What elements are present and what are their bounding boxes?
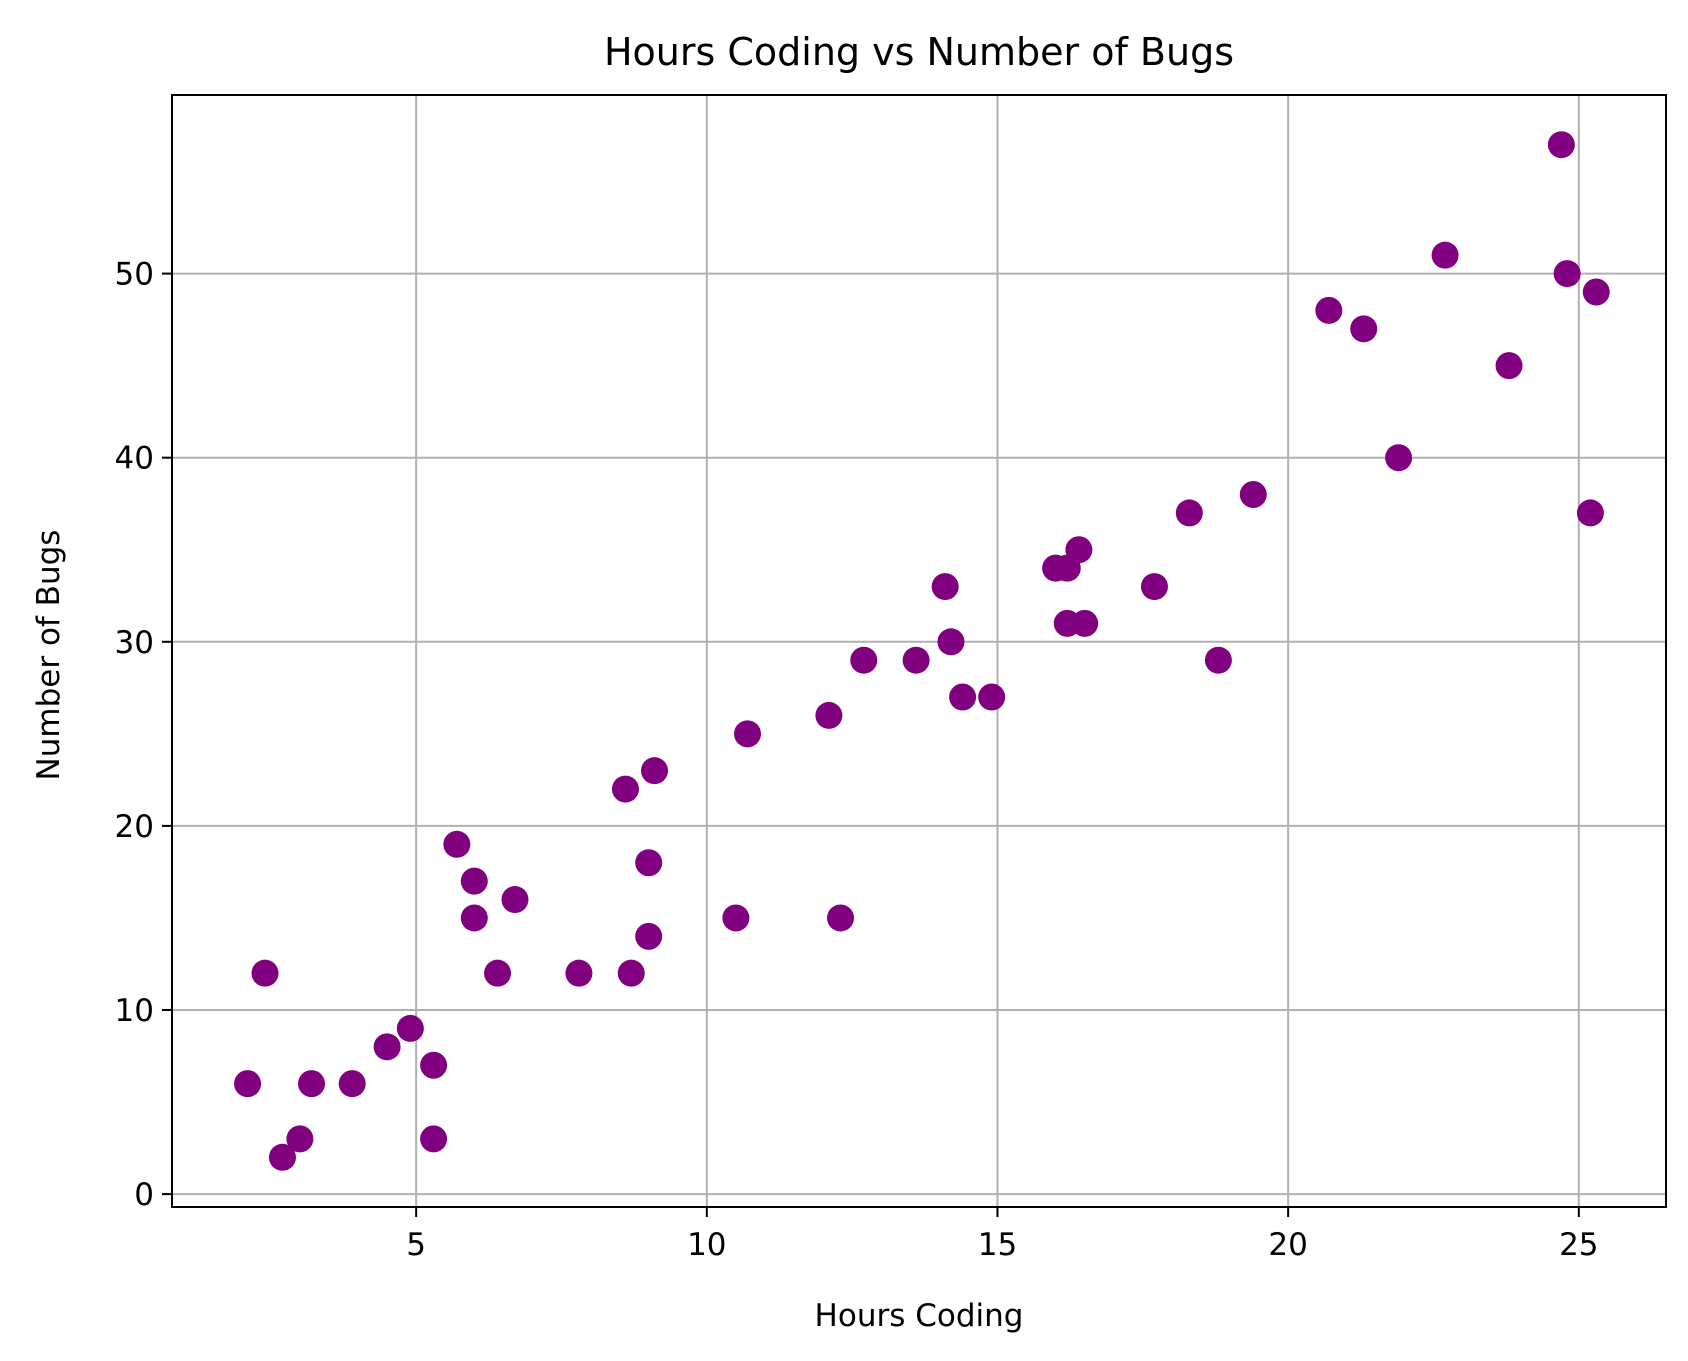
data-point [298, 1070, 326, 1098]
data-point [443, 830, 471, 858]
data-points [234, 131, 1610, 1171]
data-point [611, 775, 639, 803]
data-point [1315, 296, 1343, 324]
x-tick-label: 5 [406, 1227, 426, 1263]
data-point [1547, 131, 1575, 159]
data-point [1495, 352, 1523, 380]
data-point [420, 1125, 448, 1153]
data-point [734, 720, 762, 748]
data-point [268, 1143, 296, 1171]
data-point [902, 646, 930, 674]
data-point [373, 1033, 401, 1061]
data-point [937, 628, 965, 656]
x-tick-label: 25 [1559, 1227, 1598, 1263]
data-point [1385, 444, 1413, 472]
plot-frame [171, 94, 1667, 1208]
data-point [338, 1070, 366, 1098]
data-point [234, 1070, 262, 1098]
data-point [1350, 315, 1378, 343]
data-point [1204, 646, 1232, 674]
data-point [635, 922, 663, 950]
data-point [251, 959, 279, 987]
data-point [1071, 609, 1099, 637]
data-point [635, 849, 663, 877]
data-point [978, 683, 1006, 711]
data-point [286, 1125, 314, 1153]
data-point [1576, 499, 1604, 527]
y-tick-label: 0 [134, 1177, 154, 1213]
x-axis-label: Hours Coding [815, 1298, 1024, 1334]
y-tick-label: 20 [115, 809, 154, 845]
data-point [931, 573, 959, 601]
data-point [501, 886, 529, 914]
grid [172, 95, 1666, 1207]
x-tick-label: 10 [687, 1227, 726, 1263]
data-point [1140, 573, 1168, 601]
x-tick-label: 20 [1268, 1227, 1307, 1263]
axis-ticks: 5 10 15 20 25 0 10 20 30 40 50 [115, 257, 1599, 1263]
data-point [460, 867, 488, 895]
data-point [1175, 499, 1203, 527]
y-axis-label: Number of Bugs [31, 530, 67, 781]
data-point [815, 701, 843, 729]
y-tick-label: 40 [115, 441, 154, 477]
data-point [565, 959, 593, 987]
data-point [827, 904, 855, 932]
data-point [1553, 260, 1581, 288]
data-point [1582, 278, 1610, 306]
y-tick-label: 10 [115, 993, 154, 1029]
data-point [722, 904, 750, 932]
data-point [1065, 536, 1093, 564]
data-point [484, 959, 512, 987]
y-tick-label: 30 [115, 625, 154, 661]
data-point [396, 1014, 424, 1042]
chart-title: Hours Coding vs Number of Bugs [604, 30, 1234, 74]
data-point [1239, 481, 1267, 509]
x-tick-label: 15 [978, 1227, 1017, 1263]
data-point [850, 646, 878, 674]
y-tick-label: 50 [115, 257, 154, 293]
data-point [949, 683, 977, 711]
data-point [617, 959, 645, 987]
data-point [1431, 241, 1459, 269]
data-point [460, 904, 488, 932]
data-point [640, 757, 668, 785]
data-point [420, 1051, 448, 1079]
